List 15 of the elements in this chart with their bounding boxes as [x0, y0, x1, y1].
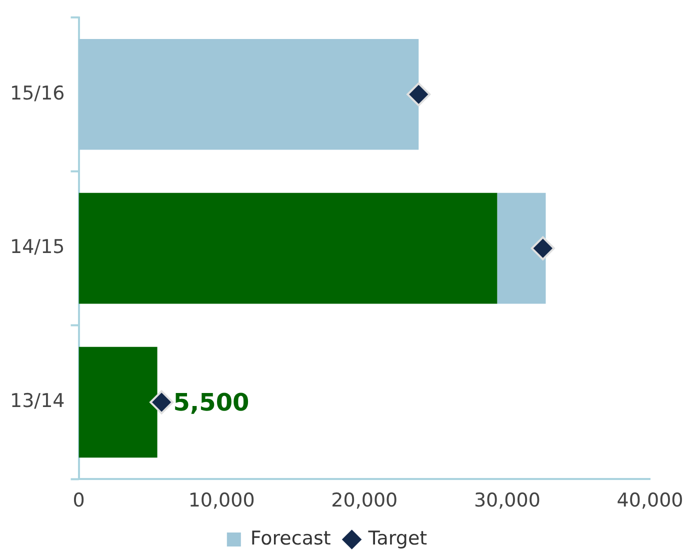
- data-label: 5,500: [173, 388, 250, 416]
- bar: [78, 192, 498, 304]
- x-tick-label: 40,000: [616, 490, 684, 512]
- y-tick-label: 13/14: [10, 390, 65, 412]
- y-tick-label: 14/15: [10, 236, 65, 258]
- x-tick-label: 20,000: [331, 490, 398, 512]
- x-tick-label: 10,000: [188, 490, 255, 512]
- y-tick-label: 15/16: [10, 82, 65, 104]
- x-tick-label: 0: [72, 490, 85, 512]
- bar: [78, 38, 419, 150]
- bar: [78, 346, 158, 458]
- bar: [497, 192, 546, 304]
- x-tick-label: 30,000: [474, 490, 540, 512]
- legend-label: Forecast: [250, 527, 331, 550]
- legend-label: Target: [367, 527, 428, 550]
